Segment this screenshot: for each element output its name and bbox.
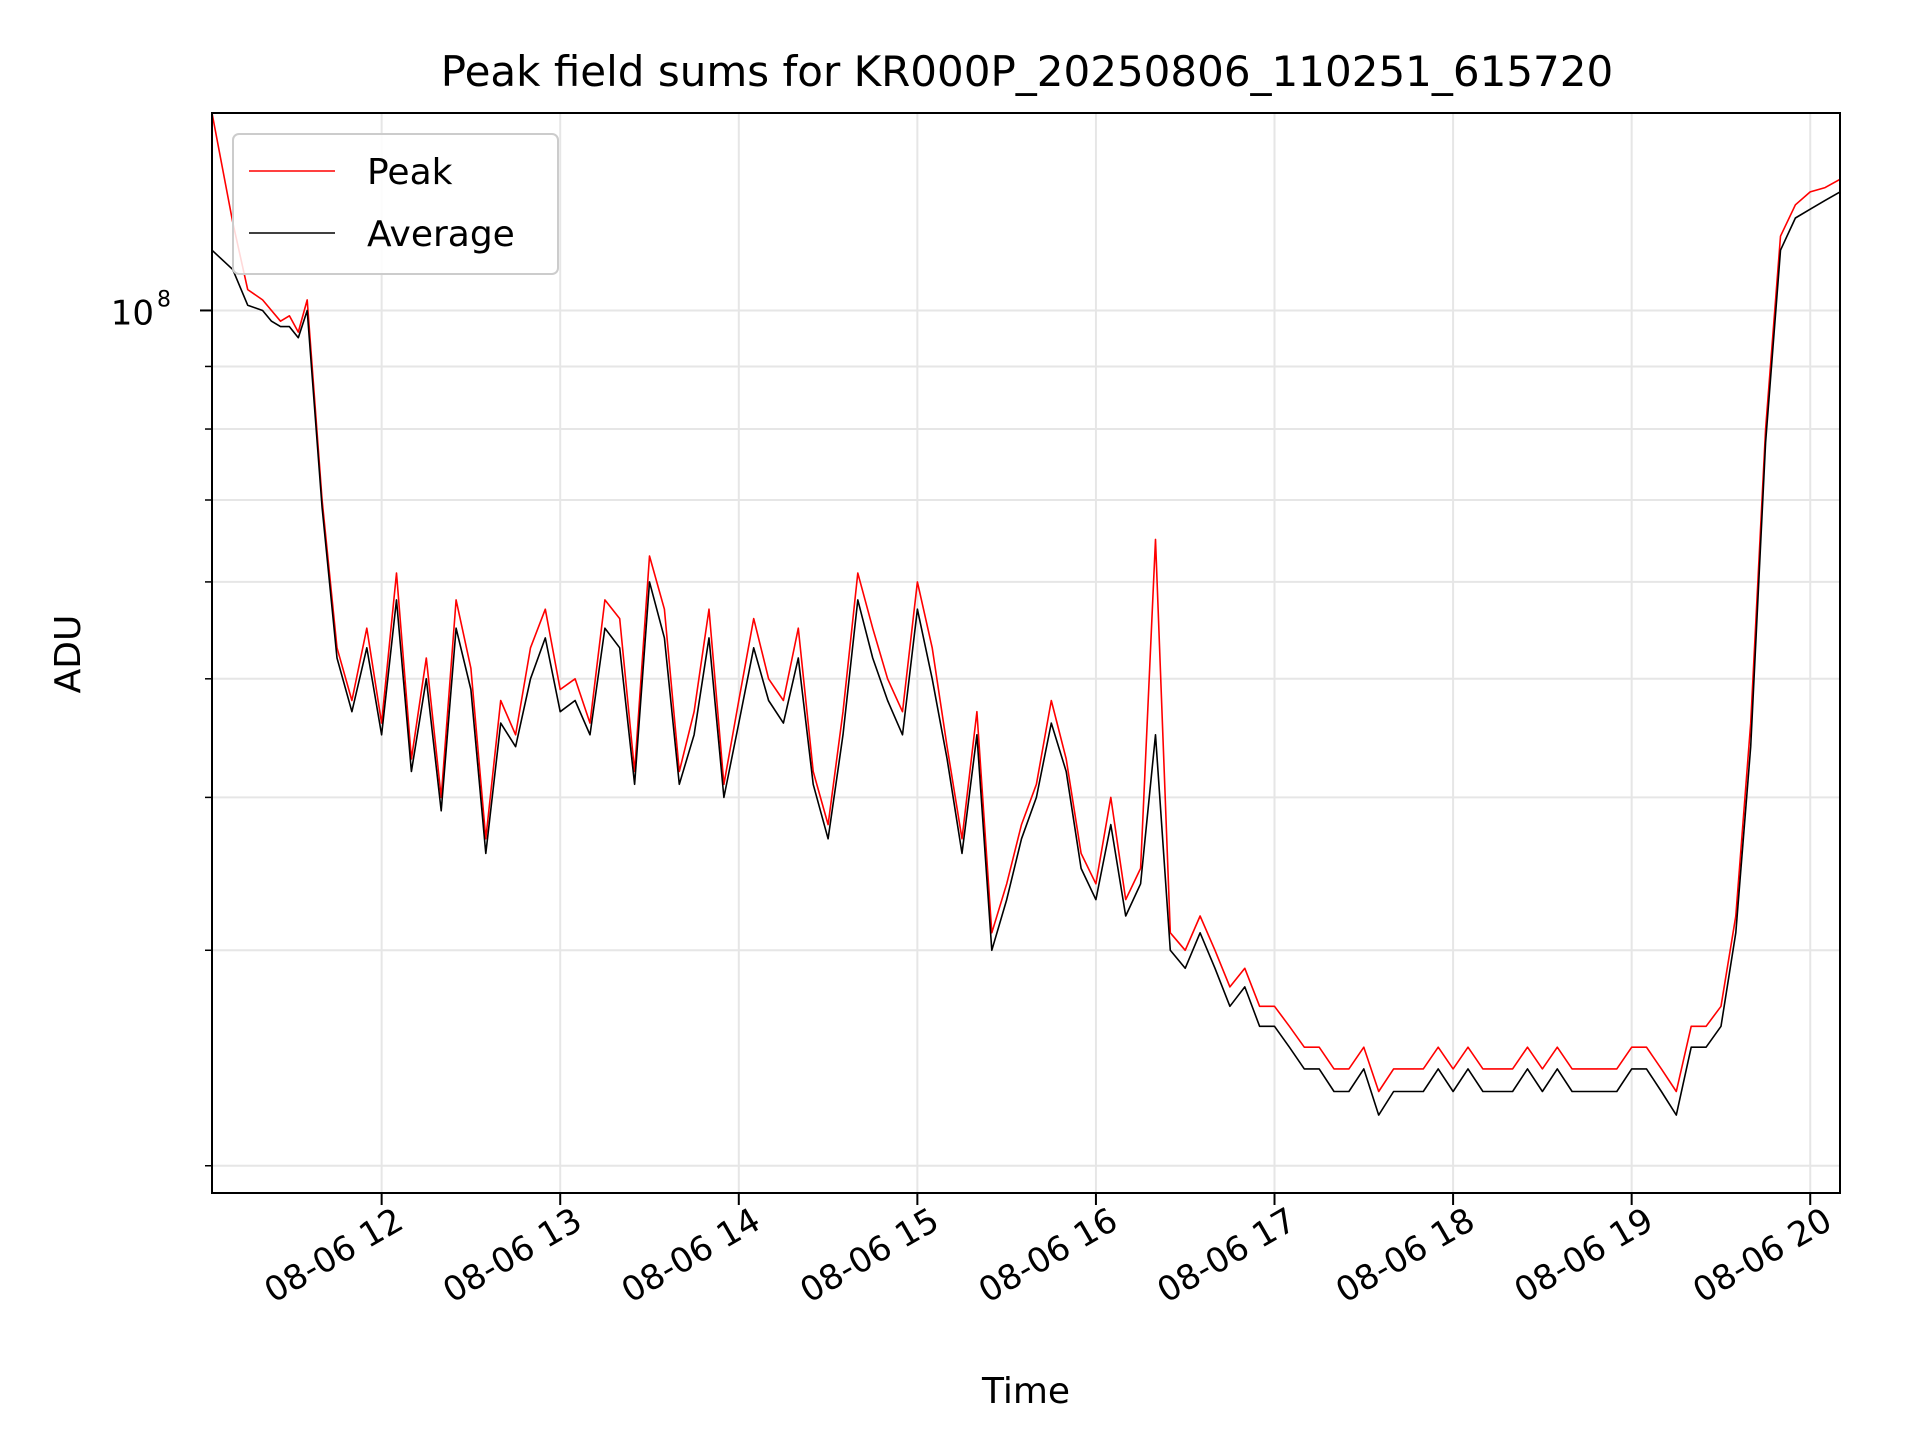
legend-label-peak: Peak <box>367 152 453 193</box>
plot-frame <box>211 112 1841 1194</box>
legend: Peak Average <box>232 133 559 275</box>
legend-label-average: Average <box>367 214 515 255</box>
y-axis: 10 8 <box>111 287 212 1167</box>
y-axis-label: ADU <box>48 615 89 694</box>
series-line-average <box>212 191 1840 1116</box>
plot-area <box>211 112 1841 1194</box>
series-layer <box>212 113 1840 1116</box>
grid <box>212 113 1840 1193</box>
y-tick-label: 10 <box>111 293 154 333</box>
series-line-peak <box>212 113 1840 1093</box>
chart-title: Peak field sums for KR000P_20250806_1102… <box>441 47 1613 96</box>
y-tick-exponent: 8 <box>157 287 171 312</box>
x-axis-label: Time <box>981 1371 1070 1412</box>
legend-box <box>232 133 559 275</box>
